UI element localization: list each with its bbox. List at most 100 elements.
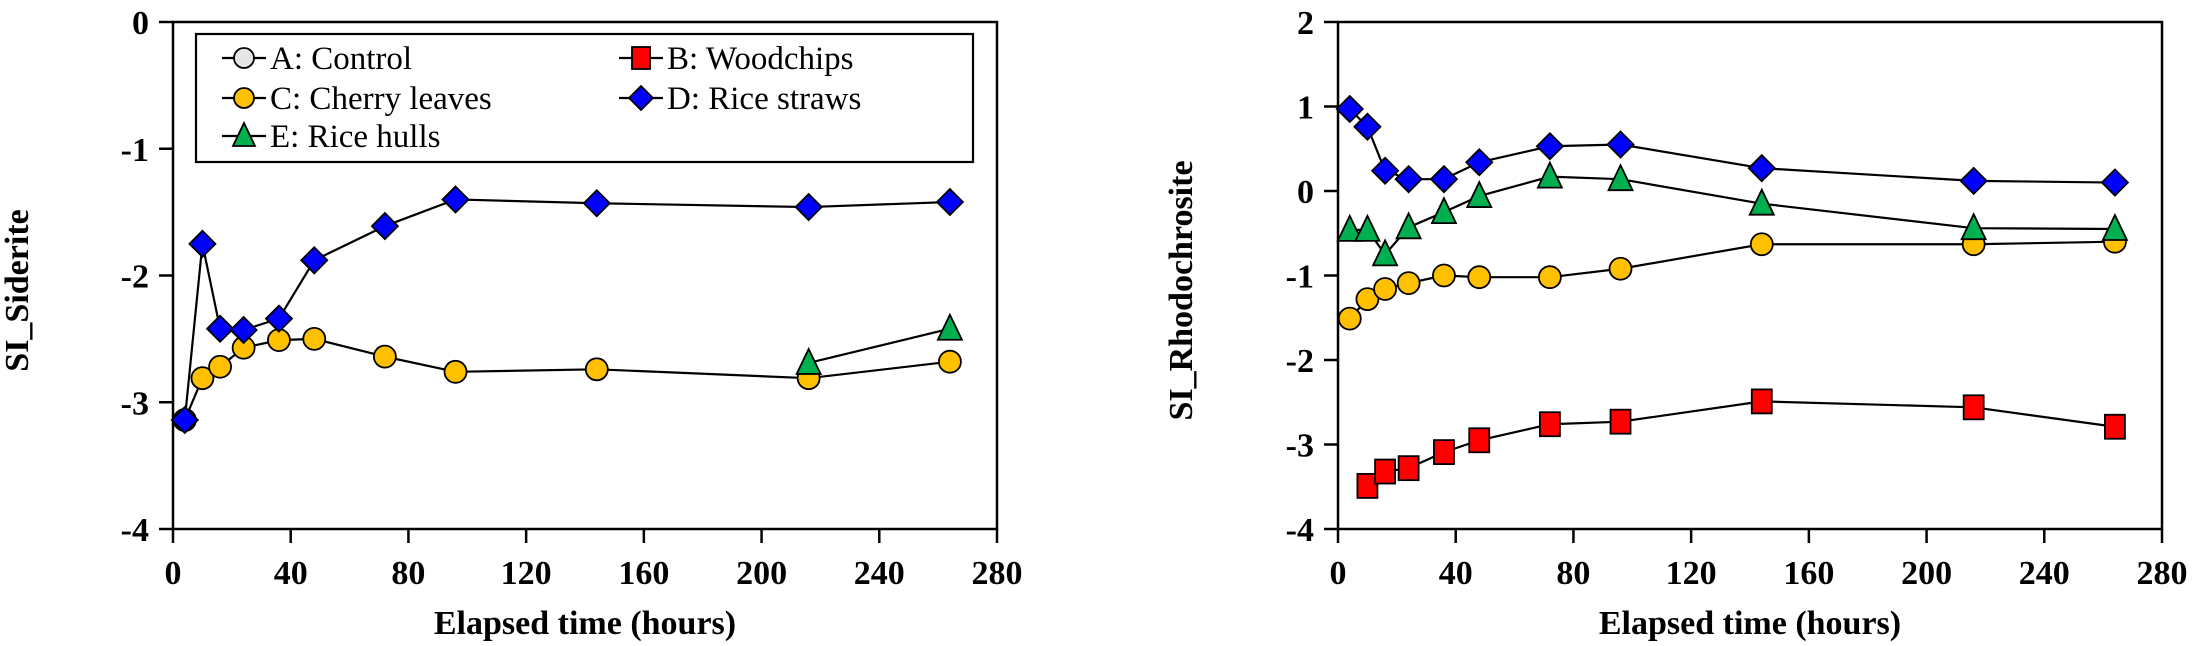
data-point-e-rice-hulls	[936, 312, 964, 341]
data-point-d-rice-straws	[229, 315, 258, 345]
data-point-c-cherry-leaves	[443, 359, 468, 384]
x-tick-label: 80	[391, 555, 425, 592]
data-point-b-woodchips	[1538, 411, 1561, 438]
data-point-e-rice-hulls	[1395, 211, 1423, 240]
series-c-cherry-leaves	[172, 326, 962, 432]
data-point-c-cherry-leaves	[1373, 277, 1397, 301]
data-point-b-woodchips	[1609, 408, 1632, 435]
data-point-d-rice-straws	[441, 185, 470, 214]
x-tick-label: 200	[1901, 555, 1952, 592]
data-point-d-rice-straws	[935, 187, 965, 217]
data-point-c-cherry-leaves	[1337, 306, 1362, 331]
data-point-c-cherry-leaves	[208, 354, 232, 379]
data-point-c-cherry-leaves	[190, 366, 215, 391]
data-point-e-rice-hulls	[1336, 213, 1364, 242]
data-point-c-cherry-leaves	[938, 349, 962, 374]
data-point-b-woodchips	[1962, 394, 1985, 421]
data-point-e-rice-hulls	[1607, 163, 1634, 192]
data-point-c-cherry-leaves	[1355, 287, 1380, 312]
series-e-rice-hulls	[795, 312, 964, 375]
legend-marker-e-rice-hulls-icon	[231, 120, 257, 147]
data-point-d-rice-straws	[205, 314, 235, 344]
data-point-d-rice-straws	[370, 211, 400, 241]
data-point-d-rice-straws	[1394, 164, 1423, 194]
x-tick-label: 160	[1783, 555, 1834, 592]
legend-label: E: Rice hulls	[270, 119, 440, 155]
legend-marker-a-control-icon	[233, 47, 255, 69]
legend-label: D: Rice straws	[667, 81, 861, 117]
x-tick-label: 80	[1556, 555, 1590, 592]
series-line-d-rice-straws	[183, 198, 950, 421]
legend-marker-b-woodchips-icon	[631, 46, 651, 70]
data-point-d-rice-straws	[1353, 112, 1382, 142]
x-tick-label: 280	[2137, 555, 2188, 592]
data-point-c-cherry-leaves	[1749, 232, 1774, 257]
data-point-e-rice-hulls	[1371, 238, 1399, 267]
data-point-c-cherry-leaves	[1396, 271, 1421, 296]
x-tick-label: 280	[972, 555, 1023, 592]
data-point-d-rice-straws	[1606, 130, 1635, 159]
data-point-c-cherry-leaves	[584, 357, 609, 382]
legend-item-d-rice-straws: D: Rice straws	[619, 81, 861, 117]
x-tick-label: 0	[1330, 555, 1347, 592]
data-point-e-rice-hulls	[1465, 179, 1493, 208]
x-tick-label: 40	[1439, 555, 1473, 592]
series-line-e-rice-hulls	[808, 327, 951, 365]
x-axis-title: Elapsed time (hours)	[434, 605, 736, 642]
data-point-d-rice-straws	[1370, 156, 1400, 185]
data-point-d-rice-straws	[1747, 153, 1777, 183]
legend-item-c-cherry-leaves: C: Cherry leaves	[222, 81, 492, 117]
data-point-e-rice-hulls	[2101, 212, 2129, 241]
data-point-e-rice-hulls	[1536, 160, 1564, 189]
legend-marker-d-rice-straws-icon	[627, 84, 655, 112]
data-point-d-rice-straws	[170, 405, 200, 435]
series-line-c-cherry-leaves	[183, 337, 951, 421]
siderite-chart: 0 -1 -2 -3 -4 0 40 80 120 160 200 240 280 Elapsed tim…	[0, 5, 1023, 642]
x-tick-label: 240	[854, 555, 905, 592]
series-line-c-cherry-leaves	[1348, 240, 2115, 320]
data-point-d-rice-straws	[2100, 168, 2130, 197]
y-axis-title: SI_Siderite	[0, 209, 36, 371]
y-tick-label: -4	[1286, 512, 1314, 549]
y-tick-label: -1	[121, 132, 149, 169]
x-tick-label: 160	[618, 555, 669, 592]
x-tick-label: 120	[1666, 555, 1717, 592]
legend-label: A: Control	[270, 41, 412, 77]
legend-label: B: Woodchips	[667, 41, 854, 77]
data-point-d-rice-straws	[1464, 147, 1494, 177]
y-tick-label: -2	[121, 259, 149, 296]
data-point-c-cherry-leaves	[1432, 263, 1456, 288]
legend-label: C: Cherry leaves	[270, 81, 492, 117]
series-d-rice-straws	[170, 185, 965, 435]
y-tick-label: 0	[132, 5, 149, 42]
data-point-d-rice-straws	[1335, 94, 1365, 124]
series-line-d-rice-straws	[1348, 108, 2115, 184]
series-b-woodchips	[1356, 388, 2126, 499]
rhodochrosite-chart: 2 1 0 -1 -2 -3 -4 0 40 80 120 160 200 240 280 Elapsed t…	[1163, 5, 2188, 642]
data-point-b-woodchips	[1397, 455, 1420, 482]
data-point-d-rice-straws	[188, 229, 217, 259]
data-point-d-rice-straws	[1535, 131, 1565, 161]
y-tick-label: 1	[1297, 90, 1314, 127]
x-tick-label: 40	[274, 555, 308, 592]
data-point-b-woodchips	[2104, 413, 2126, 440]
legend-marker-c-cherry-leaves-icon	[233, 87, 255, 109]
data-point-e-rice-hulls	[1960, 212, 1988, 241]
data-point-d-rice-straws	[1959, 166, 1988, 196]
data-point-b-woodchips	[1356, 473, 1379, 499]
data-point-d-rice-straws	[582, 188, 612, 218]
y-tick-label: -1	[1286, 259, 1314, 296]
data-point-b-woodchips	[1750, 388, 1773, 415]
data-point-c-cherry-leaves	[302, 326, 327, 351]
y-tick-label: -2	[1286, 343, 1314, 380]
series-d-rice-straws	[1335, 94, 2130, 197]
y-tick-label: -3	[121, 385, 149, 422]
legend: A: Control B: Woodchips C: Cherry leaves D:…	[194, 32, 975, 164]
data-point-b-woodchips	[1468, 427, 1491, 454]
legend-box	[194, 32, 975, 164]
data-point-e-rice-hulls	[1353, 213, 1381, 242]
legend-item-b-woodchips: B: Woodchips	[619, 41, 854, 77]
data-point-b-woodchips	[1433, 439, 1455, 466]
data-point-d-rice-straws	[1429, 164, 1459, 194]
data-point-c-cherry-leaves	[1608, 256, 1633, 281]
